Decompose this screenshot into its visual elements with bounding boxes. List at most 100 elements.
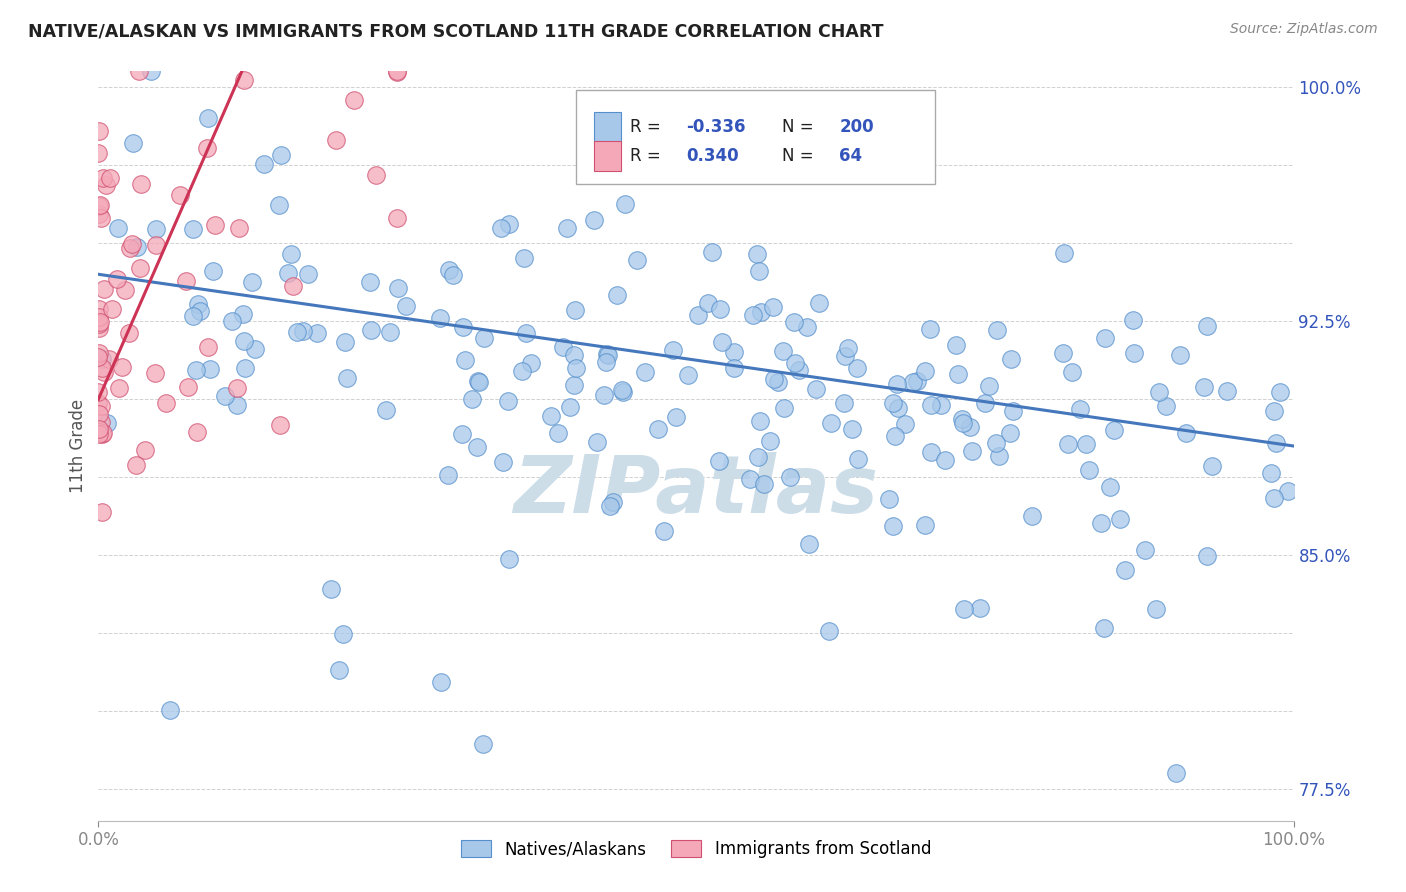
Point — [1195, 549, 1218, 563]
Point — [1201, 458, 1223, 473]
Point — [845, 360, 868, 375]
Point — [319, 582, 342, 596]
Point — [808, 296, 831, 310]
Point — [558, 400, 581, 414]
Point — [593, 387, 616, 401]
Point — [998, 425, 1021, 440]
Point — [233, 72, 256, 87]
Point — [498, 552, 520, 566]
Point — [145, 222, 167, 236]
Text: Source: ZipAtlas.com: Source: ZipAtlas.com — [1230, 22, 1378, 37]
Point — [385, 211, 409, 225]
Point — [562, 378, 585, 392]
Point — [1078, 463, 1101, 477]
Point — [520, 356, 543, 370]
Point — [1133, 542, 1156, 557]
Legend: Natives/Alaskans, Immigrants from Scotland: Natives/Alaskans, Immigrants from Scotla… — [454, 833, 938, 864]
Point — [114, 283, 136, 297]
Point — [1053, 245, 1076, 260]
Point — [97, 352, 120, 367]
Point — [882, 396, 904, 410]
Point — [91, 171, 114, 186]
Point — [240, 276, 263, 290]
Point — [513, 251, 536, 265]
Point — [920, 398, 942, 412]
Point — [564, 303, 586, 318]
Point — [1263, 403, 1285, 417]
Point — [87, 396, 110, 410]
Point — [1092, 621, 1115, 635]
Point — [901, 375, 924, 389]
Text: 64: 64 — [839, 147, 862, 165]
Point — [188, 304, 211, 318]
Point — [385, 65, 409, 79]
Point — [834, 350, 856, 364]
Point — [773, 401, 796, 415]
Point — [177, 380, 200, 394]
Point — [952, 417, 974, 431]
Point — [634, 365, 657, 379]
Point — [281, 278, 304, 293]
Point — [139, 64, 162, 78]
Point — [472, 737, 495, 751]
Point — [763, 372, 786, 386]
Point — [797, 537, 820, 551]
Point — [1216, 384, 1239, 399]
Point — [87, 310, 110, 324]
Point — [610, 383, 633, 397]
Point — [1069, 401, 1091, 416]
Point — [187, 297, 209, 311]
Point — [87, 426, 110, 441]
Point — [1277, 483, 1299, 498]
Point — [93, 282, 115, 296]
Point — [89, 315, 111, 329]
Point — [1074, 437, 1097, 451]
Point — [181, 309, 204, 323]
Point — [806, 382, 828, 396]
Point — [96, 416, 118, 430]
Point — [87, 350, 110, 364]
Point — [1090, 516, 1112, 531]
Point — [1021, 509, 1043, 524]
Text: N =: N = — [782, 118, 818, 136]
Point — [87, 346, 110, 360]
Point — [747, 247, 769, 261]
FancyBboxPatch shape — [576, 90, 935, 184]
Point — [439, 263, 461, 277]
Point — [820, 416, 842, 430]
Point — [496, 393, 519, 408]
Point — [768, 375, 790, 389]
Point — [201, 264, 224, 278]
Point — [429, 310, 451, 325]
Point — [752, 477, 775, 491]
Point — [98, 171, 121, 186]
Point — [1108, 511, 1130, 525]
Point — [817, 624, 839, 639]
Point — [243, 342, 266, 356]
Point — [375, 403, 398, 417]
Point — [253, 157, 276, 171]
Text: -0.336: -0.336 — [686, 118, 747, 136]
Point — [1122, 346, 1144, 360]
Point — [562, 348, 585, 362]
Point — [364, 168, 387, 182]
Point — [87, 384, 110, 399]
Point — [723, 344, 745, 359]
Point — [1001, 403, 1024, 417]
Point — [585, 435, 607, 450]
Point — [555, 220, 578, 235]
Point — [1192, 380, 1215, 394]
Point — [914, 518, 936, 533]
Point — [759, 434, 782, 448]
Point — [884, 429, 907, 443]
Point — [613, 197, 636, 211]
Point — [359, 275, 381, 289]
Point — [886, 377, 908, 392]
Point — [159, 703, 181, 717]
Point — [269, 418, 291, 433]
Point — [599, 499, 621, 513]
Point — [626, 252, 648, 267]
Point — [1260, 467, 1282, 481]
Point — [169, 188, 191, 202]
Bar — [595, 141, 620, 171]
